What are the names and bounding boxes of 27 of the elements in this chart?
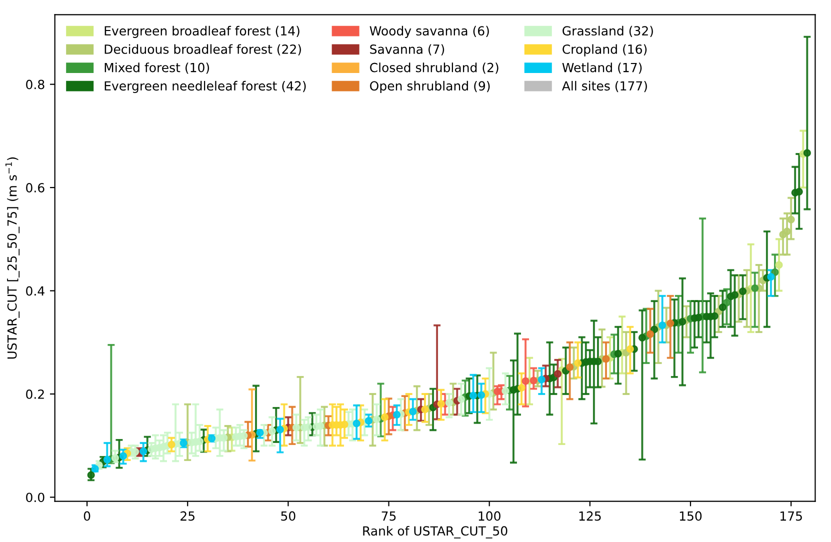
y-tick-label: 0.0 (26, 492, 44, 502)
legend-label: Woody savanna (6) (370, 26, 489, 38)
legend-label: Evergreen needleleaf forest (42) (104, 80, 306, 94)
legend-label: Open shrubland (9) (370, 80, 490, 94)
x-tick-label: 50 (281, 511, 296, 521)
legend-label: All sites (177) (562, 80, 647, 92)
legend-label: Evergreen broadleaf forest (14) (104, 26, 300, 38)
legend-label: Cropland (16) (562, 44, 647, 56)
legend-label: Closed shrubland (2) (370, 62, 498, 74)
y-tick-label: 0.4 (26, 286, 44, 296)
legend-label: Wetland (17) (562, 62, 642, 74)
x-tick-label: 75 (382, 511, 396, 521)
y-tick-label: 0.8 (26, 80, 44, 90)
y-tick-label: 0.6 (26, 183, 44, 192)
x-tick-label: 100 (478, 511, 500, 521)
y-axis-title: USTAR_CUT [_25_50_75] (m s$^{−1}$) (5, 157, 20, 359)
x-tick-label: 25 (180, 511, 194, 521)
legend-label: Savanna (7) (370, 44, 444, 56)
legend-label: Deciduous broadleaf forest (22) (104, 44, 301, 56)
y-tick-label: 0.2 (26, 389, 44, 399)
x-tick-label: 150 (680, 511, 702, 521)
x-axis-title: Rank of USTAR_CUT_50 (363, 526, 508, 538)
x-tick-label: 125 (579, 511, 601, 521)
x-tick-label: 0 (84, 511, 90, 521)
x-tick-label: 175 (780, 511, 802, 521)
legend-label: Mixed forest (10) (104, 62, 210, 74)
legend-label: Grassland (32) (562, 26, 653, 38)
